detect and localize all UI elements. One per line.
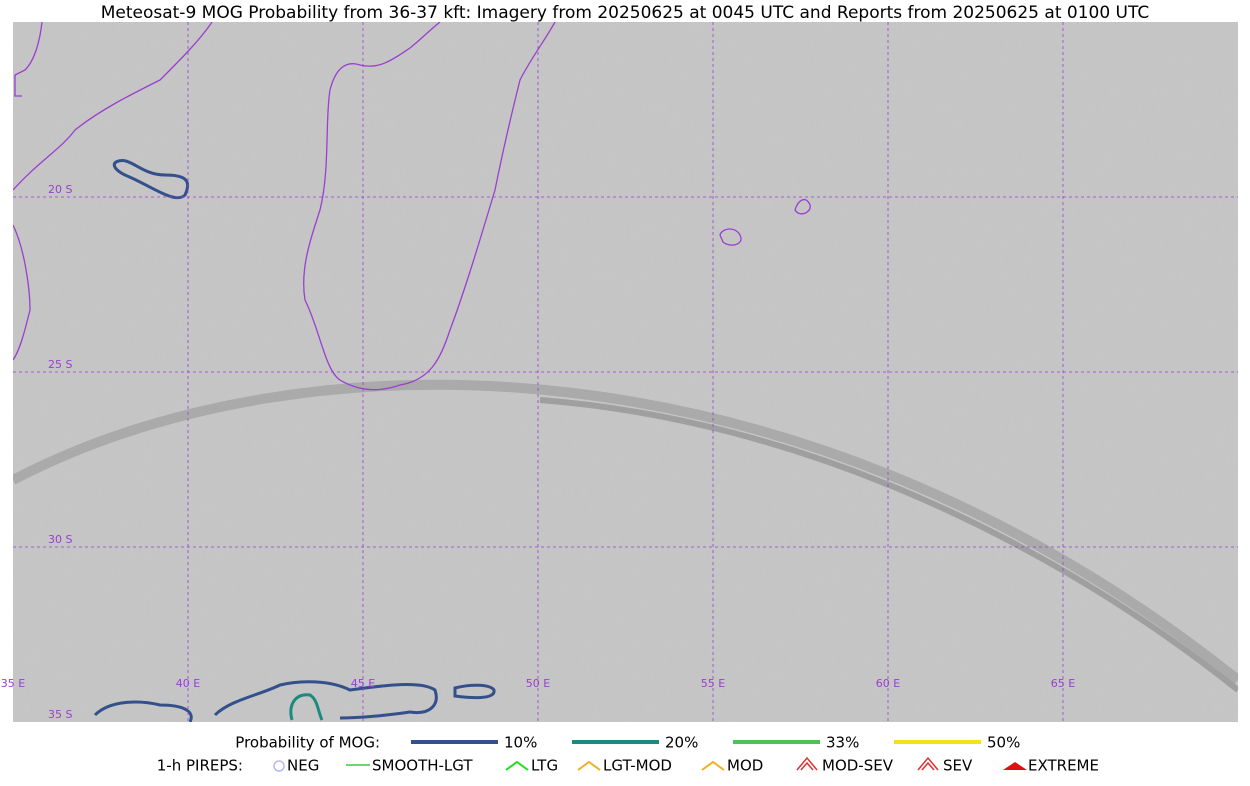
legend-label: 20% [665,734,698,752]
graticule [13,22,1238,722]
pirep-icon [701,760,725,771]
legend-label: LTG [531,757,558,775]
legend-label: NEG [287,757,319,775]
lon-label: 55 E [701,677,725,690]
legend-label: MOD-SEV [822,757,894,775]
pirep-icon [273,760,285,772]
graticule-labels: 20 S 25 S 30 S 35 S 35 E 40 E 45 E 50 E 55 E 60 E… [1,183,1075,721]
coastlines [13,22,811,391]
lat-label: 35 S [48,708,72,721]
lon-label: 40 E [176,677,200,690]
legend-title: Probability of MOG: [235,734,380,752]
lon-label: 35 E [1,677,25,690]
contours [93,159,496,722]
legend-label: LGT-MOD [603,757,672,775]
legend-label: MOD [727,757,763,775]
jet-band [13,379,1238,684]
jet-band [539,397,1238,693]
map [13,22,1238,722]
legend-label: 50% [987,734,1020,752]
legend-label: EXTREME [1028,757,1099,775]
legend-label: SEV [943,757,973,775]
lat-label: 30 S [48,533,72,546]
pirep-icon [917,756,939,771]
legend-label: SMOOTH-LGT [372,757,473,775]
title: Meteosat-9 MOG Probability from 36-37 kf… [101,3,1150,23]
lon-label: 50 E [526,677,550,690]
lon-label: 45 E [351,677,375,690]
legend-label: 33% [826,734,859,752]
legend-label: 10% [504,734,537,752]
pirep-icon [1003,762,1027,770]
pirep-icon [577,760,601,771]
lon-label: 65 E [1051,677,1075,690]
legend: Probability of MOG: 10% 20% 33% 50% 1-h PIREP… [157,734,1099,775]
lon-label: 60 E [876,677,900,690]
pirep-icon [796,756,818,771]
legend-title: 1-h PIREPS: [157,757,243,775]
pirep-icon [505,760,529,771]
lat-label: 20 S [48,183,72,196]
lat-label: 25 S [48,358,72,371]
